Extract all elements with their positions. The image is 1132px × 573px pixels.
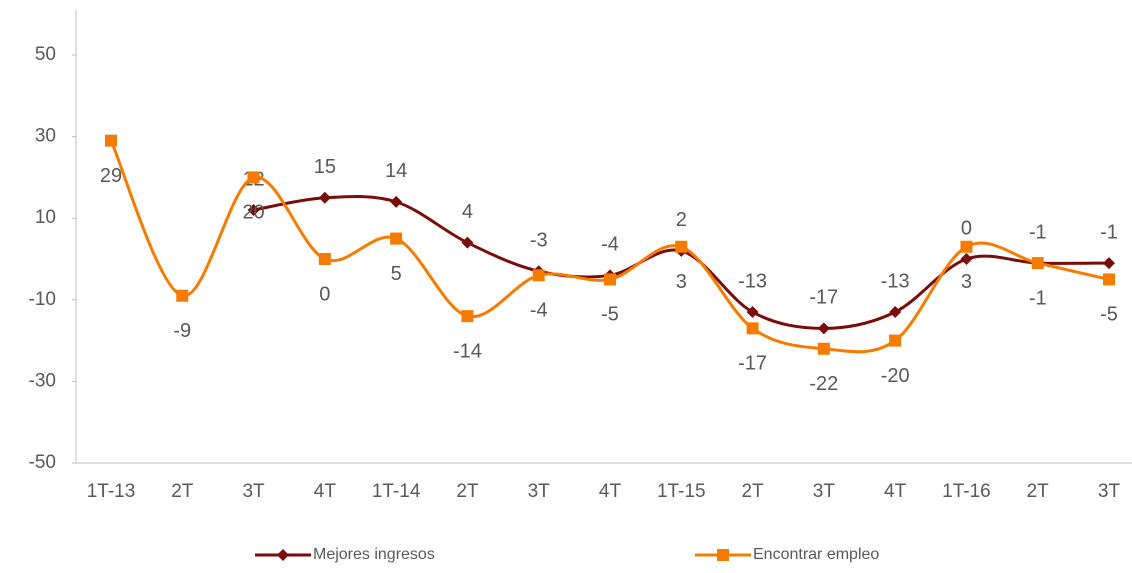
data-label: -5	[1100, 304, 1118, 326]
data-label: -14	[453, 340, 482, 362]
marker	[746, 306, 759, 319]
marker	[247, 204, 260, 217]
data-label: -17	[809, 287, 838, 309]
y-tick-label: -10	[29, 289, 56, 310]
x-tick-label: 3T	[528, 481, 551, 502]
x-tick-label: 2T	[171, 481, 194, 502]
x-tick-label: 2T	[1027, 481, 1050, 502]
marker	[604, 273, 616, 286]
y-tick-label: 50	[35, 44, 56, 65]
data-label: 20	[242, 202, 264, 224]
data-label: 3	[961, 271, 972, 293]
marker	[1103, 257, 1115, 270]
data-label: -17	[738, 353, 767, 375]
marker	[390, 232, 403, 245]
x-tick-label: 2T	[456, 481, 479, 502]
x-tick-label: 3T	[1098, 481, 1121, 502]
y-tick-label: 30	[35, 126, 56, 147]
data-label: 4	[462, 201, 473, 223]
x-tick-label: 4T	[314, 481, 337, 502]
data-label: 15	[314, 156, 336, 178]
marker	[277, 549, 289, 561]
marker	[532, 269, 545, 282]
data-label: 0	[319, 283, 330, 305]
y-tick-label: -30	[29, 370, 56, 391]
marker	[717, 549, 729, 561]
marker	[817, 322, 830, 335]
marker	[247, 171, 260, 184]
data-label: -13	[738, 270, 767, 292]
marker	[675, 240, 688, 253]
x-tick-label: 4T	[884, 481, 907, 502]
data-label: 5	[391, 263, 402, 285]
data-label: -9	[173, 320, 191, 342]
marker	[817, 342, 830, 355]
marker	[1103, 273, 1115, 286]
data-label: -3	[530, 230, 548, 252]
x-tick-label: 2T	[741, 481, 764, 502]
marker	[461, 236, 474, 249]
x-tick-label: 4T	[599, 481, 622, 502]
data-label: -20	[881, 365, 910, 387]
marker	[960, 253, 973, 265]
data-label: -1	[1029, 221, 1047, 243]
marker	[889, 306, 902, 319]
marker	[176, 289, 189, 302]
marker	[318, 191, 331, 204]
data-label: -22	[809, 373, 838, 395]
data-label: -1	[1029, 287, 1047, 309]
y-tick-label: -50	[29, 452, 56, 473]
marker	[390, 195, 403, 208]
legend-label: Mejores ingresos	[313, 546, 435, 563]
marker	[318, 253, 331, 265]
data-label: 2	[676, 209, 687, 231]
marker	[1031, 257, 1044, 270]
x-tick-label: 3T	[242, 481, 265, 502]
data-label: -13	[881, 270, 910, 292]
data-label: 29	[100, 165, 122, 187]
legend-label: Encontrar empleo	[753, 546, 879, 563]
marker	[105, 134, 117, 147]
data-label: 14	[385, 160, 407, 182]
y-tick-label: 10	[35, 207, 56, 228]
x-tick-label: 1T-13	[87, 481, 136, 502]
x-tick-label: 1T-15	[657, 481, 706, 502]
marker	[746, 322, 759, 335]
x-tick-label: 1T-16	[942, 481, 991, 502]
data-label: -4	[530, 300, 548, 322]
data-label: -4	[601, 234, 619, 256]
marker	[461, 310, 474, 323]
marker	[889, 334, 902, 347]
x-tick-label: 1T-14	[372, 481, 421, 502]
data-label: -1	[1100, 221, 1118, 243]
data-label: -5	[601, 304, 619, 326]
data-label: 0	[961, 217, 972, 239]
x-tick-label: 3T	[813, 481, 836, 502]
series-line	[109, 140, 1110, 354]
data-label: 3	[676, 271, 687, 293]
marker	[960, 240, 973, 253]
